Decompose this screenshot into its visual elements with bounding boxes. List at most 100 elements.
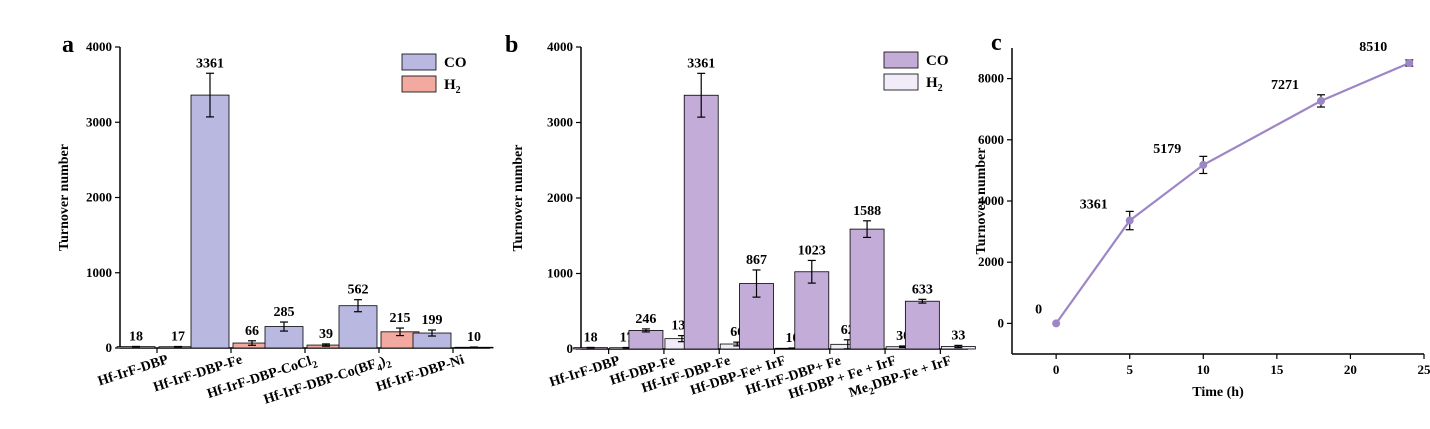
panel-b-bar-co (628, 330, 664, 350)
panel-c-y-axis-label: Turnover number (974, 148, 989, 255)
panel-b-error-bar (954, 344, 963, 349)
panel-a-data-label: 285 (274, 305, 295, 320)
panel-a-bar-co (190, 94, 230, 349)
panel-a-y-axis-label: Turnover number (57, 144, 72, 251)
panel-c-data-label: 7271 (1271, 78, 1299, 93)
category-subscript: 2 (311, 359, 319, 371)
panel-a-y-tick-label: 3000 (86, 114, 112, 129)
panel-b-y-tick-label: 1000 (547, 266, 573, 281)
panel-b-y-tick-label: 3000 (547, 115, 573, 130)
panel-c-y-tick-label: 2000 (978, 254, 1004, 269)
panel-a-y-tick-label: 1000 (86, 265, 112, 280)
panel-c-data-label: 5179 (1153, 142, 1181, 157)
legend-label-co: CO (444, 55, 467, 71)
category-subscript: 2 (385, 359, 393, 371)
panel-a-data-label: 18 (129, 329, 143, 344)
panel-b-error-bar (918, 298, 927, 304)
legend-subscript: 2 (456, 85, 461, 96)
category-prefix: Me (847, 381, 870, 401)
panel-a-y-tick-label: 0 (106, 340, 113, 355)
panel-b-error-bar (752, 269, 761, 298)
panel-b-error-bar (697, 72, 706, 118)
panel-a-error-bar (206, 72, 214, 118)
legend-label-h2: H2 (444, 77, 461, 96)
panel-a-error-bar (428, 329, 436, 337)
legend-swatch-h2 (401, 75, 437, 93)
legend-text: H (926, 75, 938, 91)
panel-c-data-point (1405, 58, 1414, 67)
panel-b-y-tick-label: 0 (567, 341, 574, 356)
panel-c-y-tick-label: 0 (998, 315, 1005, 330)
panel-b-bar-co (849, 228, 885, 350)
panel-b-error-bar (863, 220, 872, 239)
panel-c-data-point (1317, 96, 1325, 105)
panel-b-data-label: 867 (746, 253, 767, 268)
panel-b-data-label: 1588 (853, 204, 881, 219)
panel-c-x-tick-label: 0 (1053, 362, 1060, 377)
legend-swatch-co (401, 53, 437, 71)
panel-c-x-tick-label: 20 (1344, 362, 1357, 377)
panel-b-bar-co (794, 271, 830, 350)
panel-b-data-label: 33 (951, 328, 965, 343)
category-text: ) (378, 354, 387, 370)
panel-c-data-label: 3361 (1080, 198, 1108, 213)
panel-a-data-label: 215 (390, 311, 411, 326)
panel-b-bar-co (904, 300, 940, 350)
panel-c-y-tick-label: 6000 (978, 132, 1004, 147)
panel-a-y-tick-label: 2000 (86, 190, 112, 205)
panel-c-x-tick-label: 10 (1197, 362, 1210, 377)
panel-c-data-label: 8510 (1359, 40, 1387, 55)
panel-a-data-label: 66 (245, 324, 259, 339)
panel-b-y-axis-label: Turnover number (511, 145, 526, 252)
category-subscript: 4 (376, 362, 384, 374)
panel-b-y-tick-label: 4000 (547, 39, 573, 54)
panel-a-y-tick-label: 4000 (86, 39, 112, 54)
panel-c-data-label: 0 (1035, 302, 1042, 317)
panel-a-category-label: Hf-IrF-DBP-Co(BF4)2 (262, 353, 393, 411)
legend-label-co: CO (926, 53, 949, 69)
panel-b-letter: b (505, 32, 518, 58)
panel-c-letter: c (991, 30, 1002, 56)
panel-c-y-tick-label: 8000 (978, 71, 1004, 86)
panel-c-x-axis-label: Time (h) (1192, 385, 1244, 400)
panel-a-data-label: 562 (348, 283, 369, 298)
panel-b-bar-co (683, 94, 719, 350)
legend-label-h2: H2 (926, 75, 943, 94)
panel-c-data-point (1052, 319, 1061, 328)
panel-a-data-label: 3361 (196, 56, 224, 71)
panel-c-x-tick-label: 5 (1126, 362, 1133, 377)
panel-a-error-bar (280, 321, 288, 332)
category-prefix-subscript: 2 (868, 386, 876, 398)
panel-c-y-tick-label: 4000 (978, 193, 1004, 208)
panel-a-error-bar (354, 299, 362, 313)
panel-c-data-point (1199, 160, 1208, 169)
panel-b-data-label: 633 (912, 282, 933, 297)
panel-b-error-bar (641, 328, 650, 333)
panel-a-bar-co (338, 305, 378, 349)
panel-a-error-bar (396, 327, 404, 337)
panel-b-data-label: 3361 (687, 56, 715, 71)
panel-a-legend: CO H2 (401, 53, 467, 96)
legend-text: H (444, 77, 456, 93)
panel-a-data-label: 17 (171, 329, 185, 344)
panel-a-data-label: 199 (422, 313, 443, 328)
panel-b-data-label: 18 (584, 330, 598, 345)
panel-c-series-line (1055, 61, 1410, 325)
panel-a-data-label: 39 (319, 327, 333, 342)
panel-c-data-point (1125, 216, 1134, 225)
panel-b-data-label: 246 (635, 312, 656, 327)
panel-a-data-label: 10 (467, 330, 481, 345)
panel-b-data-label: 1023 (798, 243, 826, 258)
panel-a-error-bar (248, 340, 256, 346)
legend-swatch-co (883, 51, 919, 69)
legend-swatch-h2 (883, 73, 919, 91)
panel-c-x-tick-label: 25 (1418, 362, 1430, 377)
panel-b-legend: CO H2 (883, 51, 949, 94)
panel-a-letter: a (62, 32, 74, 58)
legend-subscript: 2 (938, 83, 943, 94)
panel-b-y-tick-label: 2000 (547, 190, 573, 205)
panel-c-x-tick-label: 15 (1270, 362, 1284, 377)
panel-a-error-bar (322, 343, 330, 347)
panel-b-error-bar (807, 259, 816, 284)
